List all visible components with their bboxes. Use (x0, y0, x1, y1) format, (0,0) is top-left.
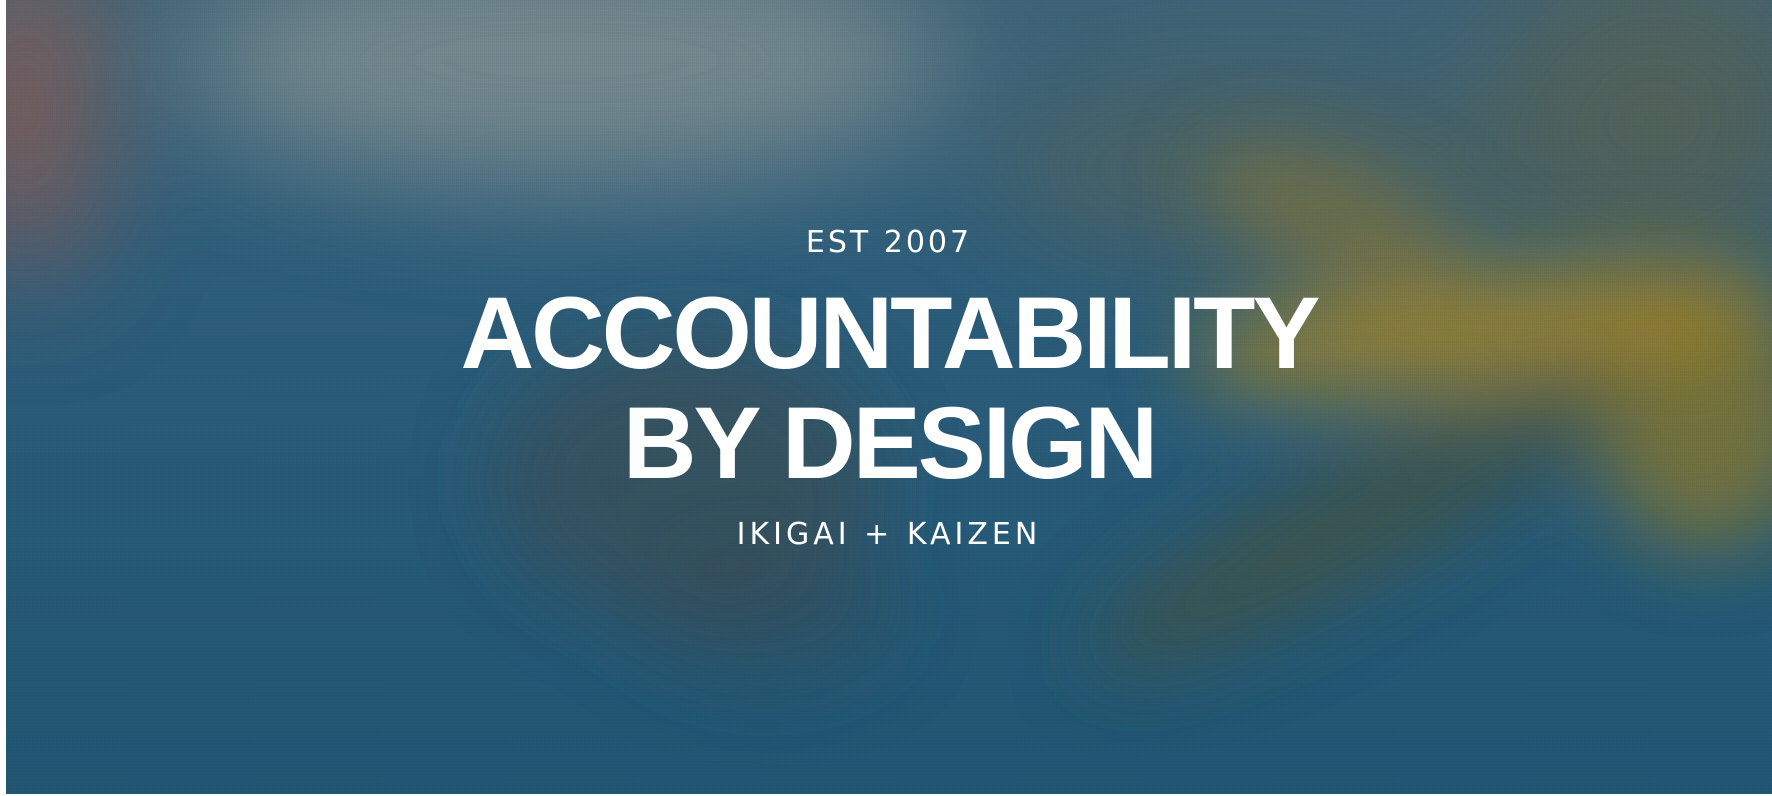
headline-line-2: BY DESIGN (622, 386, 1158, 500)
established-year: EST 2007 (805, 225, 973, 260)
headline-line-1: ACCOUNTABILITY (460, 276, 1320, 390)
blurred-leaf-background (6, 0, 1772, 794)
hero-content: EST 2007 ACCOUNTABILITY BY DESIGN IKIGAI… (6, 0, 1772, 794)
film-grain-overlay (6, 0, 1772, 794)
hero-banner: EST 2007 ACCOUNTABILITY BY DESIGN IKIGAI… (6, 0, 1772, 794)
tagline: IKIGAI + KAIZEN (736, 517, 1042, 552)
